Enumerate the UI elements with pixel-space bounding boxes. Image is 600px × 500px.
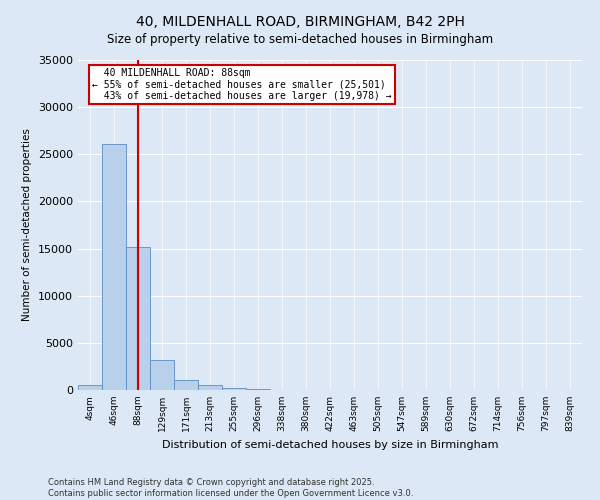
Bar: [222, 388, 246, 390]
Bar: [198, 386, 222, 390]
Bar: [174, 380, 198, 390]
Bar: [102, 144, 126, 390]
Bar: [126, 246, 150, 390]
X-axis label: Distribution of semi-detached houses by size in Birmingham: Distribution of semi-detached houses by …: [162, 440, 498, 450]
Bar: [150, 360, 174, 390]
Text: 40, MILDENHALL ROAD, BIRMINGHAM, B42 2PH: 40, MILDENHALL ROAD, BIRMINGHAM, B42 2PH: [136, 15, 464, 29]
Bar: [246, 389, 270, 390]
Bar: [78, 386, 102, 390]
Text: Contains HM Land Registry data © Crown copyright and database right 2025.
Contai: Contains HM Land Registry data © Crown c…: [48, 478, 413, 498]
Y-axis label: Number of semi-detached properties: Number of semi-detached properties: [22, 128, 32, 322]
Text: Size of property relative to semi-detached houses in Birmingham: Size of property relative to semi-detach…: [107, 32, 493, 46]
Text: 40 MILDENHALL ROAD: 88sqm
← 55% of semi-detached houses are smaller (25,501)
  4: 40 MILDENHALL ROAD: 88sqm ← 55% of semi-…: [92, 68, 392, 100]
